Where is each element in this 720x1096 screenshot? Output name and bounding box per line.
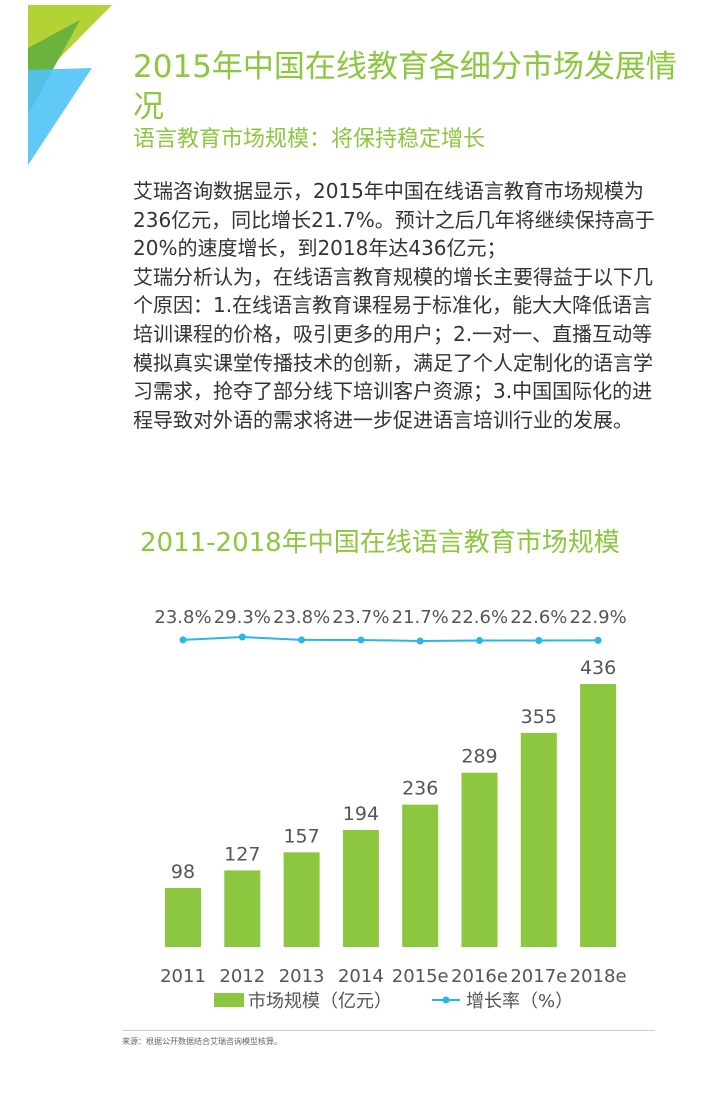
growth-rate-point — [179, 636, 187, 644]
x-tick-label: 2016e — [451, 966, 508, 987]
x-tick-label: 2012 — [219, 966, 265, 987]
growth-rate-label: 21.7% — [392, 607, 449, 628]
growth-rate-point — [594, 636, 602, 644]
brand-logo — [28, 5, 112, 165]
growth-rate-point — [357, 636, 365, 644]
bar-value-label: 127 — [224, 843, 260, 865]
bar-value-label: 98 — [171, 861, 195, 883]
growth-rate-point — [476, 637, 483, 645]
paragraph-summary: 艾瑞咨询数据显示，2015年中国在线语言教育市场规模为236亿元，同比增长21.… — [133, 179, 655, 261]
bar-value-label: 355 — [521, 706, 557, 728]
x-tick-label: 2018e — [570, 966, 627, 987]
bar-value-label: 436 — [580, 657, 616, 679]
growth-rate-point — [238, 633, 246, 641]
bar-value-label: 236 — [402, 778, 438, 800]
growth-rate-line — [182, 635, 599, 643]
page-subtitle: 语言教育市场规模：将保持稳定增长 — [133, 127, 486, 152]
footer-divider — [122, 1030, 655, 1031]
bar-value-label: 289 — [461, 746, 497, 768]
legend-line-marker — [442, 996, 450, 1004]
bar-2018e — [580, 684, 617, 947]
growth-rate-label: 22.9% — [570, 607, 627, 628]
legend-bar-swatch — [214, 993, 244, 1007]
growth-rate-point — [535, 637, 543, 645]
x-tick-label: 2015e — [392, 966, 449, 987]
growth-rate-label: 23.8% — [273, 607, 330, 628]
bar-value-label: 157 — [283, 825, 319, 847]
x-tick-label: 2011 — [160, 966, 206, 987]
bar-2016e — [461, 772, 498, 947]
x-tick-label: 2014 — [338, 966, 384, 987]
legend-line-label: 增长率（%） — [466, 991, 573, 1012]
bar-value-label: 194 — [343, 803, 379, 825]
source-note: 来源：根据公开数据结合艾瑞咨询模型核算。 — [122, 1037, 282, 1046]
bar-2013 — [283, 852, 320, 947]
growth-rate-label: 23.8% — [154, 607, 211, 628]
growth-rate-label: 23.7% — [332, 607, 389, 628]
bar-2015e — [402, 804, 439, 947]
growth-rate-label: 29.3% — [214, 607, 271, 628]
bar-2012 — [224, 870, 261, 947]
x-tick-label: 2013 — [279, 966, 325, 987]
page-title: 2015年中国在线教育各细分市场发展情况 — [133, 49, 677, 125]
bar-2017e — [520, 732, 557, 947]
body-text: 艾瑞咨询数据显示，2015年中国在线语言教育市场规模为236亿元，同比增长21.… — [133, 177, 663, 434]
legend-bar-label: 市场规模（亿元） — [248, 991, 392, 1012]
paragraph-analysis: 艾瑞分析认为，在线语言教育规模的增长主要得益于以下几个原因：1.在线语言教育课程… — [133, 264, 653, 432]
chart-title: 2011-2018年中国在线语言教育市场规模 — [140, 528, 620, 558]
logo-blue-triangle — [28, 68, 92, 165]
x-tick-label: 2017e — [510, 966, 567, 987]
bar-2014 — [342, 829, 379, 947]
bar-2011 — [165, 887, 201, 947]
growth-rate-point — [298, 636, 306, 644]
growth-rate-point — [416, 637, 424, 645]
growth-rate-label: 22.6% — [510, 607, 567, 628]
growth-rate-label: 22.6% — [451, 607, 508, 628]
